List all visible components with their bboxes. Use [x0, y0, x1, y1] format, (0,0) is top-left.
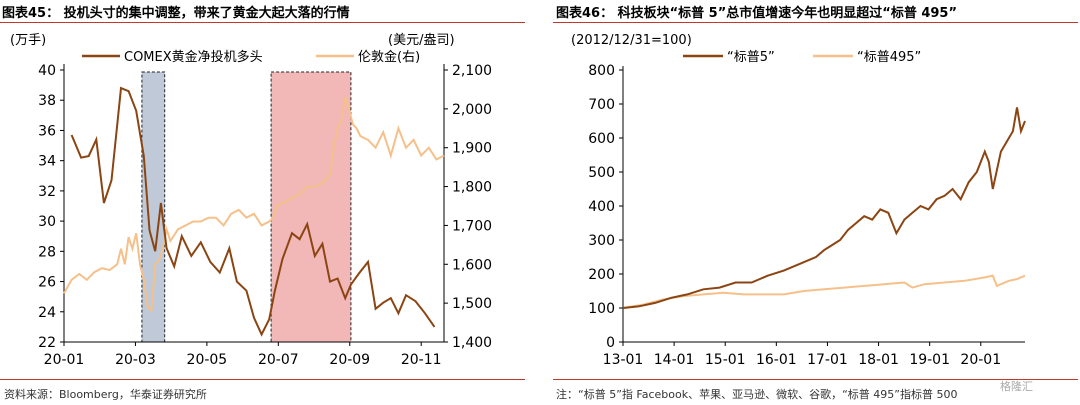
- right-y-tick-label: 1,600: [452, 257, 492, 273]
- left-y-tick-label: 22: [38, 335, 56, 351]
- left-y-tick-label: 36: [38, 123, 56, 139]
- series-line-sp5: [622, 107, 1026, 309]
- x-tick-label: 17-01: [807, 352, 848, 368]
- left-y-tick-label: 24: [38, 305, 56, 321]
- right-y-tick-label: 1,800: [452, 180, 492, 196]
- series-line-sp495: [622, 274, 1026, 309]
- y-tick-label: 200: [588, 267, 615, 283]
- left-title-rule: [0, 22, 525, 23]
- left-figure-title: 图表45： 投机头寸的集中调整，带来了黄金大起大落的行情: [2, 6, 350, 21]
- right-y-tick-label: 1,900: [452, 141, 492, 157]
- left-y-tick-label: 26: [38, 275, 56, 291]
- y-tick-label: 400: [588, 199, 615, 215]
- x-tick-label: 13-01: [603, 352, 644, 368]
- x-tick-label: 20-03: [115, 352, 156, 368]
- watermark-logo: 格隆汇: [1000, 380, 1033, 393]
- left-footer-rule: [0, 379, 525, 380]
- left-y-tick-label: 32: [38, 184, 56, 200]
- right-figure-title: 图表46： 科技板块“标普 5”总市值增速今年也明显超过“标普 495”: [556, 6, 958, 21]
- legend-label-sp495: “标普495”: [857, 50, 921, 65]
- left-y-tick-label: 34: [38, 154, 56, 170]
- x-tick-label: 16-01: [756, 352, 797, 368]
- right-y-tick-label: 1,400: [452, 335, 492, 351]
- y-tick-label: 500: [588, 165, 615, 181]
- left-footer-source: 资料来源：Bloomberg，华泰证券研究所: [4, 388, 207, 401]
- right-footer-rule: [553, 379, 1078, 380]
- right-y-tick-label: 1,700: [452, 218, 492, 234]
- right-title-rule: [553, 22, 1078, 23]
- x-tick-label: 19-01: [909, 352, 950, 368]
- x-tick-label: 20-01: [960, 352, 1001, 368]
- y-tick-label: 600: [588, 131, 615, 147]
- left-chart: 22 24 26 28 30 32 34 36 38 40 1,400 1,500 1,600 1,700…: [10, 33, 492, 368]
- x-tick-label: 14-01: [654, 352, 695, 368]
- left-y-tick-label: 38: [38, 93, 56, 109]
- x-tick-label: 20-01: [44, 352, 85, 368]
- left-y-tick-label: 40: [38, 63, 56, 79]
- y-tick-label: 800: [588, 63, 615, 79]
- series-line-comex: [70, 86, 436, 337]
- legend-label-sp5: “标普5”: [727, 50, 775, 65]
- right-y-tick-label: 1,500: [452, 296, 492, 312]
- x-tick-label: 20-05: [187, 352, 228, 368]
- right-chart: 0 100 200 300 400 500 600 700 800 13-01 14-01 15-01…: [571, 33, 1026, 368]
- x-tick-label: 20-11: [401, 352, 442, 368]
- legend-label-comex: COMEX黄金净投机多头: [124, 49, 263, 65]
- y-tick-label: 300: [588, 233, 615, 249]
- right-y-tick-label: 2,000: [452, 102, 492, 118]
- x-tick-label: 20-07: [258, 352, 299, 368]
- x-tick-label: 20-09: [329, 352, 370, 368]
- shaded-region-1: [141, 71, 166, 343]
- shaded-region-2: [270, 71, 352, 343]
- left-axis-unit: (万手): [10, 33, 46, 48]
- right-axis-unit: (美元/盎司): [388, 33, 455, 48]
- right-y-tick-label: 2,100: [452, 63, 492, 79]
- series-line-gold: [63, 96, 445, 314]
- left-y-tick-label: 30: [38, 214, 56, 230]
- y-tick-label: 0: [606, 335, 615, 351]
- left-y-tick-label: 28: [38, 244, 56, 260]
- y-tick-label: 700: [588, 97, 615, 113]
- x-tick-label: 18-01: [858, 352, 899, 368]
- legend-label-gold: 伦敦金(右): [358, 49, 420, 65]
- x-tick-label: 15-01: [705, 352, 746, 368]
- right-footer-note: 注：“标普 5”指 Facebook、苹果、亚马逊、微软、谷歌，“标普 495”…: [556, 388, 958, 401]
- axis-unit: (2012/12/31=100): [571, 33, 692, 48]
- y-tick-label: 100: [588, 301, 615, 317]
